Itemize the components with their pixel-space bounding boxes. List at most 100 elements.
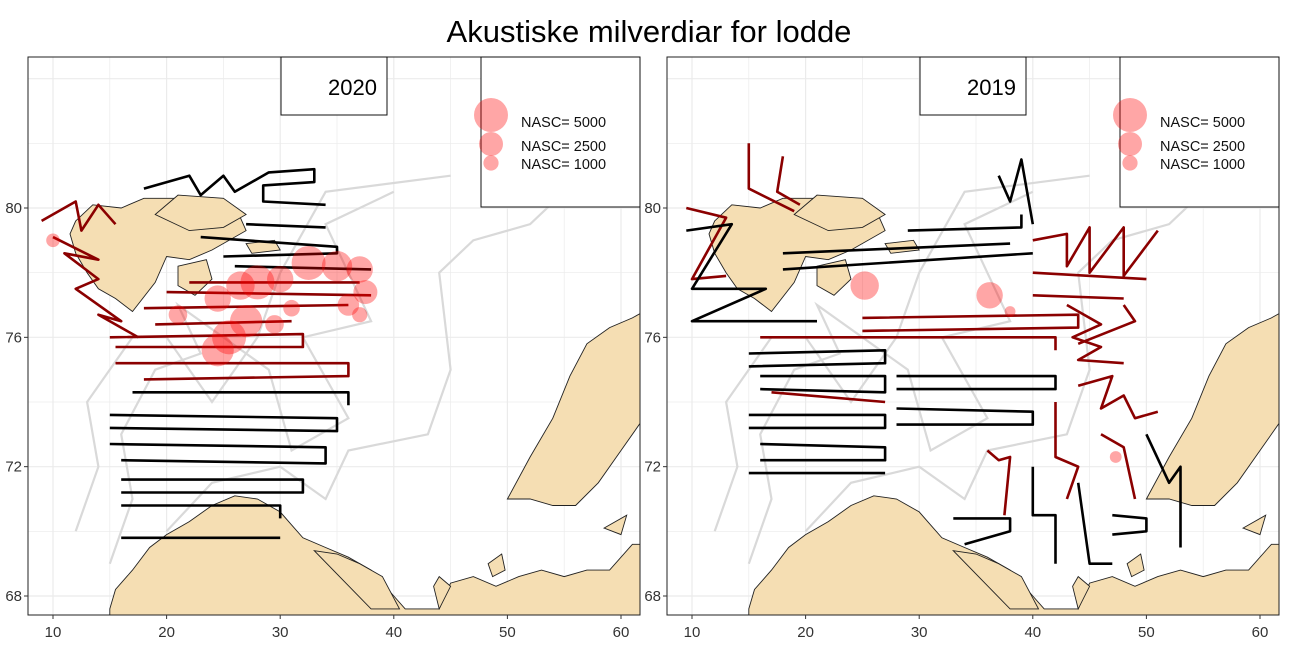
legend-symbol	[483, 155, 499, 171]
survey-track	[109, 442, 327, 465]
land-kolguev	[487, 553, 506, 578]
survey-track	[40, 200, 117, 232]
nasc-bubble	[291, 245, 326, 280]
survey-track	[760, 374, 887, 394]
survey-track	[748, 413, 887, 430]
legend-label: NASC= 2500	[1160, 139, 1245, 155]
year-label: 2020	[328, 75, 377, 100]
nasc-bubble	[226, 271, 255, 300]
survey-track	[1100, 433, 1137, 500]
legend-symbol	[1118, 132, 1142, 156]
depth-contour	[108, 190, 395, 565]
legend-symbol	[474, 98, 508, 132]
land-kanin	[1072, 575, 1091, 611]
survey-track	[52, 235, 139, 339]
y-tick-label: 80	[644, 200, 661, 217]
survey-track	[986, 449, 1012, 516]
land-edgeoya	[177, 259, 213, 296]
survey-track	[155, 319, 292, 326]
survey-track	[1112, 513, 1148, 536]
depth-contour	[74, 174, 451, 532]
land-vaygach	[602, 514, 628, 536]
nasc-bubble	[168, 305, 188, 325]
survey-track	[997, 158, 1035, 225]
year-box	[280, 56, 388, 116]
x-tick-label: 40	[1024, 624, 1041, 641]
survey-track	[246, 222, 326, 229]
survey-track	[686, 222, 817, 323]
depth-contour	[713, 174, 1090, 532]
x-tick-label: 10	[684, 624, 701, 641]
nasc-bubble	[46, 233, 60, 248]
legend-box	[1119, 56, 1280, 208]
survey-track	[782, 252, 1033, 271]
nasc-bubble	[976, 282, 1003, 309]
legend-label: NASC= 2500	[521, 139, 606, 155]
depth-contour	[747, 190, 1034, 565]
survey-track	[862, 313, 1080, 333]
survey-track	[1066, 303, 1124, 365]
survey-track	[1032, 226, 1159, 278]
depth-contour	[165, 191, 565, 533]
year-box	[919, 56, 1027, 116]
y-tick-label: 76	[644, 329, 661, 346]
survey-track	[121, 478, 305, 494]
y-tick-label: 72	[644, 459, 661, 476]
survey-track	[143, 303, 349, 310]
map-panel-2019: 2019 NASC= 5000 NASC= 2500 NASC= 1000 10 20 30…	[644, 56, 1280, 641]
legend-label: NASC= 5000	[1160, 115, 1245, 131]
survey-track	[1076, 482, 1113, 565]
survey-track	[782, 242, 1011, 255]
survey-track	[1077, 374, 1159, 420]
nasc-bubble	[346, 256, 373, 283]
map-panel-2020: 2020 NASC= 5000 NASC= 2500 NASC= 1000 10 20 30…	[5, 56, 641, 641]
land-nordaust	[793, 194, 886, 232]
y-tick-label: 68	[644, 588, 661, 605]
land-kanin	[433, 575, 452, 611]
x-tick-label: 30	[911, 624, 928, 641]
x-tick-label: 20	[797, 624, 814, 641]
nasc-bubble	[267, 265, 294, 293]
land-edgeoya	[816, 259, 852, 296]
land-russcoast	[952, 550, 1040, 610]
survey-track	[1031, 466, 1057, 564]
y-tick-label: 72	[5, 459, 22, 476]
survey-track	[685, 206, 728, 281]
survey-track	[1032, 271, 1147, 281]
x-tick-label: 60	[613, 624, 630, 641]
survey-track	[896, 374, 1057, 391]
nasc-bubble	[850, 271, 879, 300]
legend-label: NASC= 5000	[521, 115, 606, 131]
survey-track	[1077, 304, 1137, 346]
nasc-bubble	[321, 251, 353, 282]
legend-box	[480, 56, 641, 208]
land-mainland	[109, 495, 640, 615]
survey-track	[760, 442, 887, 462]
x-tick-label: 50	[1138, 624, 1155, 641]
legend-label: NASC= 1000	[521, 157, 606, 173]
depth-contour	[804, 191, 1204, 533]
main-title: Akustiske milverdiar for lodde	[446, 14, 852, 49]
survey-track	[1145, 433, 1182, 548]
year-label: 2019	[967, 75, 1016, 100]
survey-track	[775, 156, 801, 206]
nasc-bubble	[204, 285, 231, 312]
y-tick-label: 68	[5, 588, 22, 605]
legend-symbol	[1122, 155, 1138, 171]
nasc-bubble	[201, 334, 234, 367]
survey-track	[760, 336, 1057, 351]
land-mainland	[748, 495, 1279, 615]
survey-track	[109, 413, 339, 433]
survey-track	[896, 407, 1035, 426]
land-vaygach	[1241, 514, 1267, 536]
land-novaya	[1145, 313, 1279, 506]
survey-track	[1054, 402, 1080, 500]
x-tick-label: 30	[272, 624, 289, 641]
x-tick-label: 60	[1252, 624, 1269, 641]
nasc-bubble	[212, 320, 247, 355]
land-kolguev	[1126, 553, 1145, 578]
survey-track	[132, 391, 350, 406]
x-tick-label: 20	[158, 624, 175, 641]
survey-track	[200, 235, 339, 258]
legend-label: NASC= 1000	[1160, 157, 1245, 173]
